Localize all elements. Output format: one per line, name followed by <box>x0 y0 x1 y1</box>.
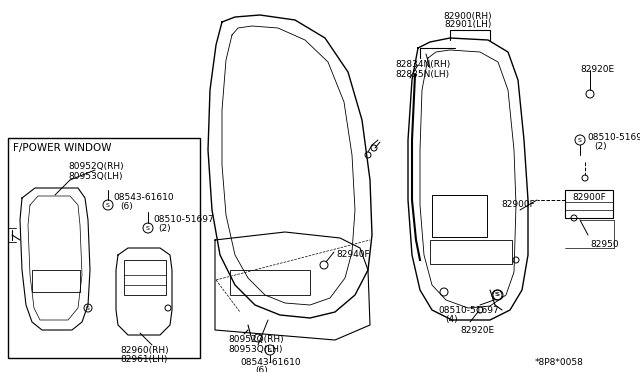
Bar <box>32 270 80 292</box>
Text: S: S <box>106 202 110 208</box>
Bar <box>432 195 487 237</box>
Text: 82950: 82950 <box>590 240 619 249</box>
Bar <box>230 270 310 295</box>
Text: 82920E: 82920E <box>460 326 494 335</box>
Text: (2): (2) <box>158 224 171 233</box>
Text: S: S <box>146 225 150 231</box>
Text: 82901(LH): 82901(LH) <box>444 20 492 29</box>
Text: 82834N(RH): 82834N(RH) <box>395 60 451 69</box>
Text: (6): (6) <box>255 366 268 372</box>
Text: 82960(RH): 82960(RH) <box>120 346 168 355</box>
Text: S: S <box>496 292 500 298</box>
Text: 08510-51697: 08510-51697 <box>587 133 640 142</box>
Text: (4): (4) <box>445 315 458 324</box>
Text: (6): (6) <box>120 202 132 211</box>
Text: F/POWER WINDOW: F/POWER WINDOW <box>13 143 111 153</box>
Text: (2): (2) <box>594 142 607 151</box>
Text: 82900(RH): 82900(RH) <box>444 12 492 21</box>
Bar <box>124 260 166 295</box>
Text: *8P8*0058: *8P8*0058 <box>535 358 584 367</box>
Bar <box>430 240 512 264</box>
Text: 82920E: 82920E <box>580 65 614 74</box>
Text: 80953Q(LH): 80953Q(LH) <box>228 345 282 354</box>
Text: 08510-51697: 08510-51697 <box>438 306 499 315</box>
Text: 82900F: 82900F <box>501 200 535 209</box>
Bar <box>565 190 613 218</box>
Text: 80952Q(RH): 80952Q(RH) <box>68 162 124 171</box>
Text: 08543-61610: 08543-61610 <box>240 358 301 367</box>
Text: 80952Q(RH): 80952Q(RH) <box>228 335 284 344</box>
Text: S: S <box>578 138 582 142</box>
Text: 08543-61610: 08543-61610 <box>113 193 173 202</box>
Text: S: S <box>268 347 272 353</box>
Bar <box>8 138 200 358</box>
Text: 82961(LH): 82961(LH) <box>120 355 168 364</box>
Text: 82900F: 82900F <box>572 193 605 202</box>
Text: 08510-51697: 08510-51697 <box>153 215 214 224</box>
Text: 82835N(LH): 82835N(LH) <box>395 70 449 79</box>
Text: S: S <box>86 305 90 311</box>
Text: 80953Q(LH): 80953Q(LH) <box>68 172 122 181</box>
Text: S: S <box>495 292 499 298</box>
Text: 82940F: 82940F <box>336 250 370 259</box>
